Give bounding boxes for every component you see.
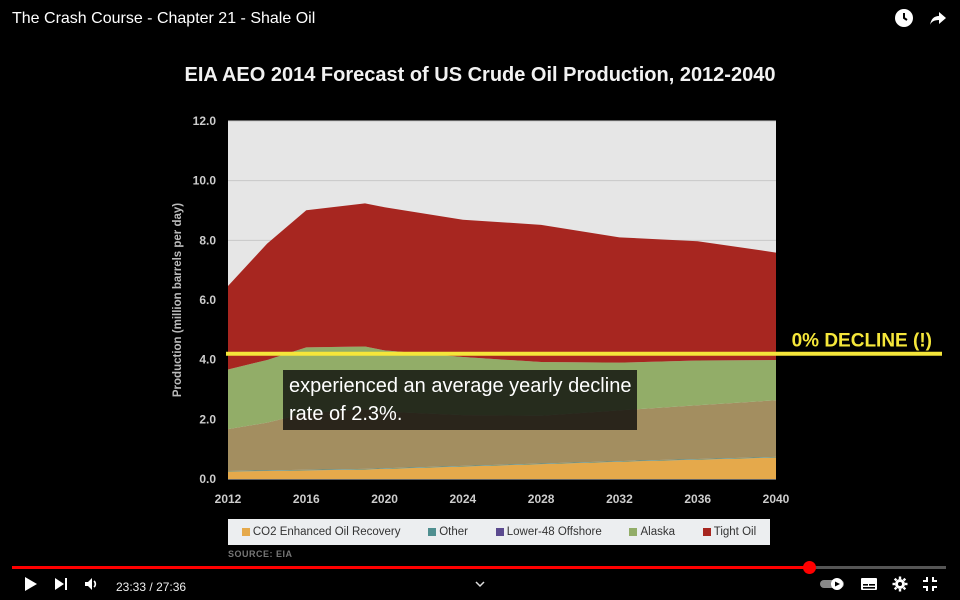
x-tick-label: 2024 bbox=[450, 492, 477, 506]
subtitle-caption: experienced an average yearly decline ra… bbox=[283, 370, 638, 430]
play-icon[interactable] bbox=[24, 576, 38, 597]
scrubber-handle[interactable] bbox=[802, 561, 816, 574]
chart: 0.0 2.0 4.0 6.0 8.0 10.0 12.0 2012 2016 2020 2024… bbox=[172, 114, 942, 506]
x-ticks: 2012 2016 2020 2024 2028 2032 2036 2040 bbox=[215, 492, 790, 506]
area-tight-oil bbox=[228, 203, 776, 370]
y-tick-label: 0.0 bbox=[199, 472, 216, 486]
video-title[interactable]: The Crash Course - Chapter 21 - Shale Oi… bbox=[12, 10, 316, 27]
share-icon[interactable] bbox=[928, 8, 948, 28]
x-tick-label: 2032 bbox=[606, 492, 633, 506]
time-display: 23:33 / 27:36 bbox=[116, 579, 187, 594]
x-tick-label: 2036 bbox=[684, 492, 711, 506]
subtitles-icon[interactable] bbox=[860, 577, 878, 596]
x-tick-label: 2040 bbox=[763, 492, 790, 506]
x-tick-label: 2020 bbox=[371, 492, 398, 506]
progress-fill bbox=[12, 566, 809, 569]
x-tick-label: 2016 bbox=[293, 492, 320, 506]
y-ticks: 0.0 2.0 4.0 6.0 8.0 10.0 12.0 bbox=[193, 114, 217, 486]
legend-item: CO2 Enhanced Oil Recovery bbox=[241, 526, 401, 538]
area-other bbox=[228, 456, 776, 472]
y-tick-label: 10.0 bbox=[193, 174, 217, 188]
subtitle-line-1: experienced an average yearly decline bbox=[289, 375, 632, 397]
subtitle-line-2: rate of 2.3%. bbox=[289, 403, 403, 425]
legend-item: Lower-48 Offshore bbox=[495, 526, 602, 538]
y-tick-label: 6.0 bbox=[199, 293, 216, 307]
y-tick-label: 12.0 bbox=[193, 114, 217, 128]
area-series bbox=[228, 203, 776, 479]
y-tick-label: 2.0 bbox=[199, 412, 216, 426]
watch-later-icon[interactable] bbox=[894, 8, 914, 28]
legend-item: Alaska bbox=[629, 526, 675, 538]
legend-item: Tight Oil bbox=[702, 526, 756, 538]
chart-source: SOURCE: EIA bbox=[228, 549, 293, 559]
zero-decline-label: 0% DECLINE (!) bbox=[792, 331, 932, 352]
settings-gear-icon[interactable] bbox=[892, 576, 908, 597]
area-co2-enhanced-oil-recovery bbox=[228, 457, 776, 479]
volume-icon[interactable] bbox=[84, 577, 100, 596]
y-axis-label: Production (million barrels per day) bbox=[172, 203, 184, 397]
legend-item: Other bbox=[428, 526, 468, 538]
player-controls: 23:33 / 27:36 bbox=[0, 561, 960, 600]
y-tick-label: 4.0 bbox=[199, 353, 216, 367]
x-tick-label: 2012 bbox=[215, 492, 242, 506]
autoplay-toggle-icon[interactable] bbox=[820, 577, 846, 596]
progress-bar[interactable] bbox=[12, 561, 946, 574]
chevron-down-icon[interactable] bbox=[474, 576, 486, 594]
y-tick-label: 8.0 bbox=[199, 233, 216, 247]
chart-title: EIA AEO 2014 Forecast of US Crude Oil Pr… bbox=[184, 64, 776, 86]
top-icons bbox=[894, 8, 948, 28]
next-icon[interactable] bbox=[54, 577, 68, 596]
x-tick-label: 2028 bbox=[528, 492, 555, 506]
chart-legend: CO2 Enhanced Oil Recovery Other Lower-48… bbox=[228, 519, 770, 545]
exit-fullscreen-icon[interactable] bbox=[922, 576, 938, 597]
